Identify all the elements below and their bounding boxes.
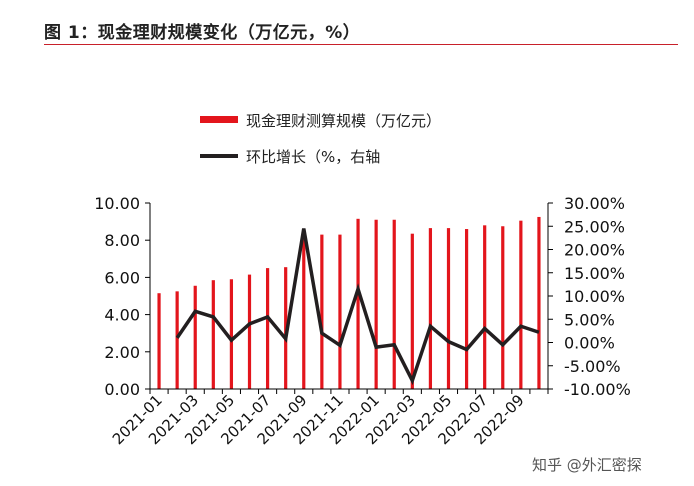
bar-2022-08 — [501, 226, 505, 389]
legend-swatch-bar — [200, 116, 238, 123]
watermark: 知乎 @外汇密探 — [532, 456, 642, 474]
right-tick-label: 5.00% — [564, 310, 615, 329]
line-growth-series — [175, 228, 540, 386]
bar-2021-12 — [356, 218, 360, 389]
bar-2022-07 — [483, 225, 487, 389]
bar-2022-05 — [446, 228, 451, 389]
bar-2022-03 — [410, 233, 414, 389]
bar-2022-04 — [428, 228, 433, 389]
bar-2022-02 — [392, 219, 396, 389]
title-divider — [44, 44, 678, 45]
figure-title: 图 1：现金理财规模变化（万亿元，%） — [44, 23, 361, 43]
legend-label-bar: 现金理财测算规模（万亿元） — [246, 112, 441, 130]
axes-group: 10.00 8.00 6.00 4.00 2.00 0.00 30.00% 25.00% 20.… — [94, 194, 631, 448]
left-tick-label: 6.00 — [104, 268, 140, 287]
bar-2021-06 — [247, 274, 252, 389]
right-tick-label: 0.00% — [564, 334, 615, 353]
right-tick-label: -10.00% — [564, 380, 631, 399]
bar-2021-01 — [157, 293, 161, 389]
bar-2021-10 — [320, 234, 324, 389]
line-series-group — [175, 228, 540, 386]
right-tick-label: 15.00% — [564, 264, 625, 283]
left-tick-label: 4.00 — [104, 306, 140, 325]
bar-2021-04 — [211, 280, 215, 389]
left-tick-label: 0.00 — [104, 380, 140, 399]
right-tick-label: 25.00% — [564, 217, 625, 236]
right-tick-label: -5.00% — [564, 357, 621, 376]
bar-2021-02 — [175, 291, 179, 389]
legend-label-line: 环比增长（%，右轴 — [246, 148, 380, 166]
bar-series-group — [157, 216, 541, 389]
right-tick-label: 20.00% — [564, 241, 625, 260]
bar-2022-10 — [537, 216, 541, 389]
right-tick-label: 10.00% — [564, 287, 625, 306]
right-tick-label: 30.00% — [564, 194, 625, 213]
bar-2022-09 — [519, 220, 523, 389]
bar-2021-03 — [193, 285, 197, 389]
bar-2021-11 — [338, 234, 342, 389]
bar-2022-06 — [464, 229, 469, 389]
left-tick-label: 2.00 — [104, 343, 140, 362]
left-tick-label: 8.00 — [104, 231, 140, 250]
bar-2021-09 — [302, 239, 306, 389]
bar-2021-07 — [265, 268, 270, 389]
bar-2022-01 — [374, 219, 378, 389]
bar-2021-05 — [229, 279, 234, 389]
left-tick-label: 10.00 — [94, 194, 140, 213]
